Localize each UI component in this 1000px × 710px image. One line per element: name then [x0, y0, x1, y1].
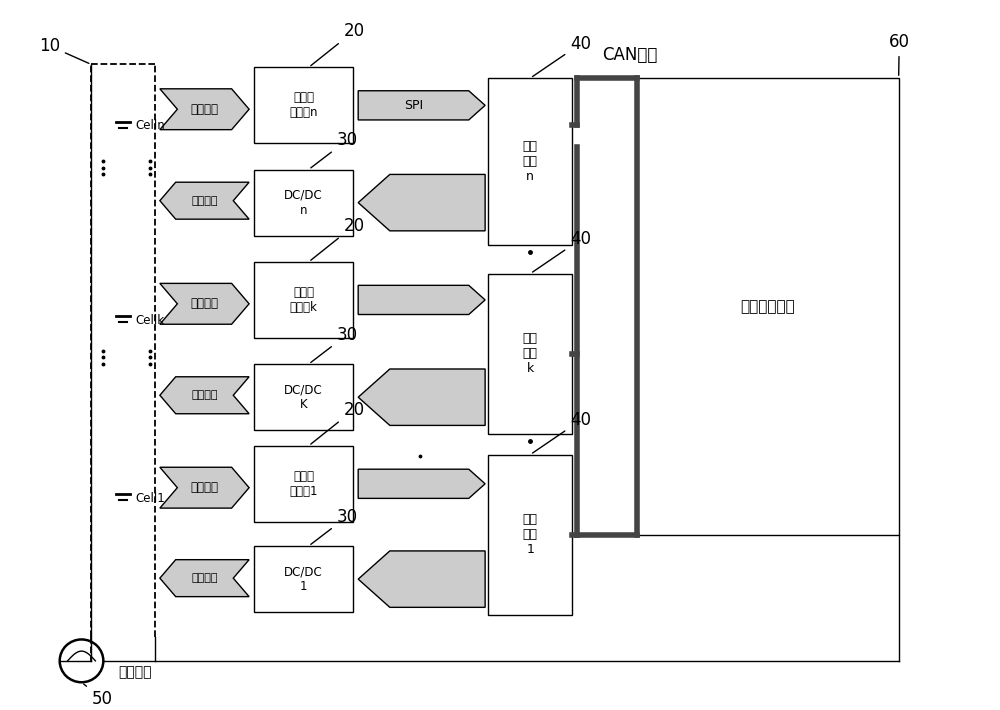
Polygon shape: [358, 369, 485, 425]
Bar: [637, 78, 899, 535]
Text: 电压检
测电路n: 电压检 测电路n: [289, 92, 318, 119]
Polygon shape: [358, 91, 485, 120]
Text: 状态监测: 状态监测: [190, 103, 218, 116]
Text: 40: 40: [533, 231, 591, 272]
Text: 状态监测: 状态监测: [190, 297, 218, 310]
Text: 40: 40: [533, 411, 591, 453]
Text: SPI: SPI: [404, 99, 423, 112]
Text: 20: 20: [311, 400, 364, 444]
Bar: [254, 446, 353, 522]
Text: 电压检
测电路1: 电压检 测电路1: [289, 470, 318, 498]
Bar: [254, 546, 353, 612]
Text: 20: 20: [311, 217, 364, 261]
Text: 均衡控制: 均衡控制: [191, 573, 218, 583]
Text: DC/DC
1: DC/DC 1: [284, 565, 323, 593]
Text: Cellk: Cellk: [135, 314, 164, 327]
Bar: [488, 273, 572, 435]
Text: 均衡控制: 均衡控制: [191, 196, 218, 206]
Polygon shape: [160, 467, 249, 508]
Text: 主控
芯片
k: 主控 芯片 k: [523, 332, 538, 376]
Bar: [254, 262, 353, 338]
Polygon shape: [358, 175, 485, 231]
Polygon shape: [160, 89, 249, 130]
Bar: [488, 78, 572, 246]
Bar: [254, 170, 353, 236]
Text: 60: 60: [889, 33, 910, 75]
Polygon shape: [358, 551, 485, 607]
Polygon shape: [358, 469, 485, 498]
Text: 均衡控制: 均衡控制: [191, 391, 218, 400]
Text: 电压检
测电路k: 电压检 测电路k: [290, 286, 318, 314]
Polygon shape: [160, 559, 249, 596]
Text: 主控
芯片
1: 主控 芯片 1: [523, 513, 538, 557]
Text: DC/DC
n: DC/DC n: [284, 189, 323, 217]
Bar: [488, 454, 572, 615]
Bar: [254, 364, 353, 430]
Text: 数据处理芯片: 数据处理芯片: [740, 299, 795, 314]
Text: 主控
芯片
n: 主控 芯片 n: [523, 141, 538, 183]
Text: CAN总线: CAN总线: [602, 45, 658, 63]
Text: 30: 30: [311, 131, 358, 168]
Text: Cell1: Cell1: [135, 492, 165, 505]
Text: Celln: Celln: [135, 119, 165, 132]
Text: 10: 10: [39, 37, 89, 63]
Text: 50: 50: [84, 684, 112, 708]
Polygon shape: [160, 377, 249, 414]
Polygon shape: [160, 283, 249, 324]
Text: 20: 20: [311, 22, 364, 65]
Text: DC/DC
K: DC/DC K: [284, 383, 323, 411]
Text: 状态监测: 状态监测: [190, 481, 218, 494]
Text: 30: 30: [311, 326, 358, 362]
Bar: [254, 67, 353, 143]
Polygon shape: [160, 182, 249, 219]
Text: 40: 40: [533, 35, 591, 77]
Text: 30: 30: [311, 508, 358, 545]
Text: 电流检测: 电流检测: [118, 665, 152, 679]
Polygon shape: [358, 285, 485, 315]
